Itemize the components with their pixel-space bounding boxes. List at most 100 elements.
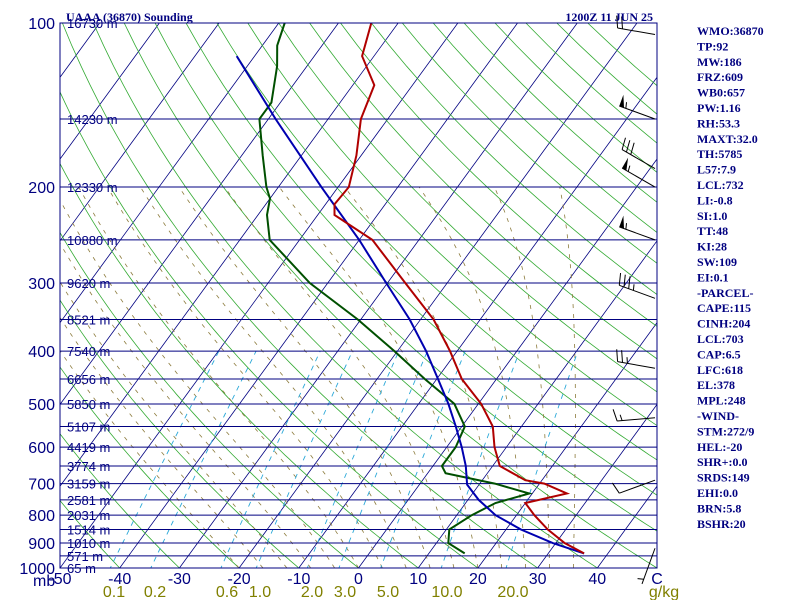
pressure-tick-label: 100 — [28, 16, 55, 33]
mixing-ratio-tick-label: 3.0 — [334, 584, 356, 600]
pressure-tick-label: 300 — [28, 276, 55, 293]
mixing-ratio-tick-label: 10.0 — [431, 584, 462, 600]
wind-barb-staff — [619, 479, 656, 494]
temperature-profile-line — [333, 23, 585, 555]
height-label: 12330 m — [67, 180, 118, 195]
temperature-labels: -50 -40 -30 -20 -10 0 10 20 30 40 C — [48, 571, 662, 588]
height-label: 3159 m — [67, 477, 110, 492]
height-label: 571 m — [67, 549, 103, 564]
wind-barb-full — [621, 16, 624, 29]
mixing-ratio-tick-label: 0.1 — [103, 584, 125, 600]
index-line: TP:92 — [697, 39, 728, 53]
pressure-unit-label: mb — [33, 573, 55, 590]
index-line: HEL:-20 — [697, 440, 742, 454]
dry-adiabat-line — [60, 162, 419, 568]
wind-barb-staff — [619, 226, 656, 241]
isotherm-line — [60, 23, 220, 242]
index-line: EI:0.1 — [697, 270, 729, 284]
chart-title: UAAA (36870) Sounding — [66, 10, 193, 24]
dry-adiabat-line — [247, 23, 657, 427]
mixing-ratio-tick-label: 2.0 — [301, 584, 323, 600]
height-labels: 16730 m 14230 m 12330 m 10880 m 9620 m 8521 m… — [67, 16, 118, 576]
dry-adiabat-line — [62, 23, 539, 568]
temperature-tick-label: 30 — [529, 571, 547, 588]
pressure-tick-label: 800 — [28, 508, 55, 525]
dry-adiabat-line — [60, 299, 300, 568]
isotherm-line — [60, 23, 399, 487]
dry-adiabat-line — [60, 433, 180, 568]
mixing-ratio-labels: 0.1 0.2 0.6 1.0 2.0 3.0 5.0 10.0 20.0 g/kg — [103, 584, 679, 600]
dry-adiabat-line — [278, 23, 657, 393]
wind-barb — [619, 94, 656, 120]
wind-barb-full — [621, 350, 624, 363]
height-label: 8521 m — [67, 313, 110, 328]
wind-barb-half — [625, 223, 628, 230]
pressure-tick-label: 700 — [28, 477, 55, 494]
isotherm-line — [0, 23, 40, 580]
isotherm-line — [358, 158, 657, 568]
moist-adiabat-line — [107, 186, 383, 568]
mixing-ratio-tick-label: 5.0 — [377, 584, 399, 600]
index-line: MAXT:32.0 — [697, 132, 758, 146]
dry-adiabat-line — [60, 91, 479, 568]
height-label: 9620 m — [67, 276, 110, 291]
wind-barb-half — [627, 165, 631, 172]
moist-adiabat-line — [278, 186, 479, 568]
wind-barb-half — [619, 414, 623, 421]
wind-barb-staff — [619, 284, 656, 299]
pressure-tick-label: 1000 — [19, 561, 55, 578]
wind-barb — [621, 137, 656, 170]
height-label: 10880 m — [67, 233, 118, 248]
index-line: FRZ:609 — [697, 70, 743, 84]
wind-barb — [619, 215, 656, 241]
height-label: 16730 m — [67, 16, 118, 31]
pressure-tick-label: 900 — [28, 536, 55, 553]
index-line: WB0:657 — [697, 86, 745, 100]
height-label: 1010 m — [67, 536, 110, 551]
wind-barb-staff — [617, 361, 656, 369]
index-line: EHI:0.0 — [697, 486, 738, 500]
profiles — [235, 23, 585, 555]
temperature-tick-label: 20 — [469, 571, 487, 588]
wind-barb-half — [625, 102, 628, 109]
dry-adiabat-line — [60, 231, 360, 568]
dry-adiabat-line — [123, 23, 657, 568]
mixing-ratio-line — [150, 350, 257, 568]
wind-barb-staff — [617, 27, 656, 36]
temperature-tick-label: C — [651, 571, 663, 588]
temperature-tick-label: 40 — [588, 571, 606, 588]
isotherm-line — [417, 240, 657, 568]
temperature-tick-label: 0 — [354, 571, 363, 588]
isotherm-line — [477, 321, 657, 568]
index-line: STM:272/9 — [697, 424, 754, 438]
wind-barb-full — [616, 15, 619, 28]
wind-barb — [612, 409, 656, 422]
isotherm-line — [238, 23, 638, 568]
wind-barb — [611, 479, 656, 494]
dry-adiabat-line — [60, 366, 240, 568]
mixing-ratio-line — [306, 350, 400, 568]
index-line: TH:5785 — [697, 147, 742, 161]
isotherm-line — [60, 23, 339, 406]
wind-barb-full — [616, 349, 619, 362]
index-line: CINH:204 — [697, 317, 750, 331]
dry-adiabat-line — [60, 499, 121, 568]
dry-adiabat-line — [525, 23, 657, 144]
wind-barb — [616, 15, 656, 36]
wind-barb-full — [612, 409, 618, 422]
parcel-profile-line — [235, 55, 585, 555]
wind-barb — [616, 349, 656, 369]
plot-frame — [59, 22, 658, 569]
wind-barb-pennant — [619, 215, 624, 229]
index-line: LI:-0.8 — [697, 193, 733, 207]
isotherm-line — [119, 23, 518, 568]
index-line: L57:7.9 — [697, 163, 736, 177]
wind-barb-half — [632, 284, 635, 291]
mixing-ratio-line — [380, 350, 466, 568]
index-line: LCL:703 — [697, 332, 744, 346]
temperature-tick-label: -50 — [48, 571, 71, 588]
index-line: MW:186 — [697, 55, 742, 69]
wind-barb-pennant — [622, 157, 629, 171]
index-line: CAP:6.5 — [697, 347, 741, 361]
